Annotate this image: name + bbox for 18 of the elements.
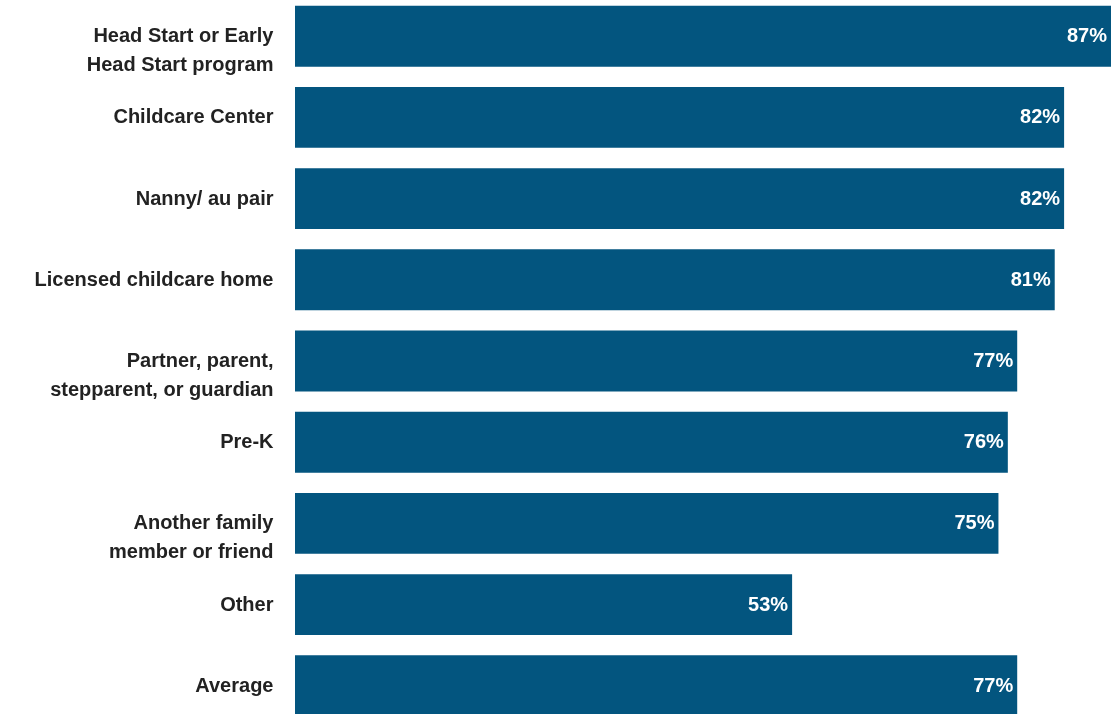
data-label: 76% bbox=[963, 430, 1005, 453]
data-label: 53% bbox=[748, 592, 789, 615]
data-label: 82% bbox=[1020, 186, 1061, 209]
y-tick-label: Pre-K bbox=[220, 430, 275, 453]
y-tick-label: Licensed childcare home bbox=[34, 267, 274, 290]
y-tick-label: Head Start or Early Head Start program bbox=[86, 24, 275, 76]
data-label: 82% bbox=[1020, 105, 1061, 128]
data-label: 81% bbox=[1010, 267, 1051, 290]
y-tick-label: Another family member or friend bbox=[109, 511, 275, 563]
y-tick-label: Nanny/ au pair bbox=[135, 186, 274, 209]
y-tick-label: Childcare Center bbox=[113, 105, 274, 128]
y-tick-label: Other bbox=[220, 592, 274, 615]
data-label: 77% bbox=[973, 673, 1014, 696]
data-label: 87% bbox=[1066, 24, 1108, 47]
y-tick-label: Average bbox=[195, 673, 274, 696]
y-tick-label: Partner, parent, stepparent, or guardian bbox=[50, 349, 274, 400]
data-label: 75% bbox=[954, 511, 995, 534]
data-label: 77% bbox=[973, 349, 1014, 371]
